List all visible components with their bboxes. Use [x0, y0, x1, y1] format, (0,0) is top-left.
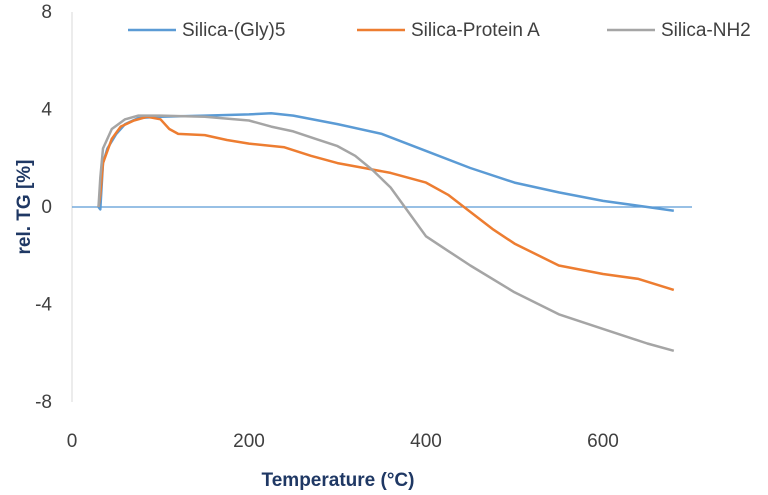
tick-labels: 0 200 400 600 8 4 0 -4 -8: [35, 2, 619, 452]
y-tick-label: -8: [35, 392, 52, 413]
legend-label: Silica-(Gly)5: [182, 20, 285, 41]
x-tick-label: 200: [233, 431, 265, 452]
series-line: [97, 111, 674, 212]
y-tick-label: 8: [41, 2, 52, 23]
x-tick-label: 600: [587, 431, 619, 452]
legend-label: Silica-NH2: [661, 20, 751, 41]
series-line: [97, 115, 675, 292]
axes: [71, 12, 692, 402]
x-tick-label: 0: [67, 431, 78, 452]
y-tick-label: -4: [35, 295, 52, 316]
legend: Silica-(Gly)5 Silica-Protein A Silica-NH2: [128, 20, 751, 41]
legend-label: Silica-Protein A: [411, 20, 540, 41]
x-axis-title: Temperature (°C): [262, 470, 415, 491]
y-tick-label: 0: [41, 197, 52, 218]
plot-area: [97, 111, 675, 353]
y-axis-title: rel. TG [%]: [14, 159, 35, 254]
x-tick-label: 400: [410, 431, 442, 452]
y-tick-label: 4: [41, 100, 52, 121]
series-line: [97, 114, 675, 353]
